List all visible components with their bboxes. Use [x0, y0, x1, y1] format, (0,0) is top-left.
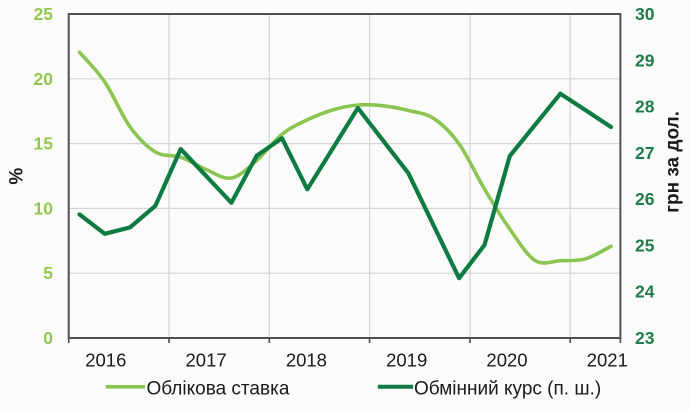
svg-text:15: 15 — [34, 134, 54, 154]
svg-text:25: 25 — [34, 4, 54, 24]
svg-text:%: % — [6, 168, 27, 185]
svg-text:29: 29 — [635, 50, 655, 70]
svg-text:28: 28 — [635, 97, 655, 117]
svg-text:5: 5 — [43, 263, 53, 283]
svg-text:10: 10 — [34, 198, 54, 218]
svg-text:20: 20 — [34, 69, 54, 89]
svg-text:27: 27 — [635, 143, 654, 163]
svg-text:2020: 2020 — [486, 350, 527, 371]
svg-text:25: 25 — [635, 235, 655, 255]
svg-text:Облікова ставка: Облікова ставка — [147, 378, 290, 399]
svg-text:24: 24 — [635, 282, 655, 302]
svg-text:2016: 2016 — [85, 350, 126, 371]
svg-text:23: 23 — [635, 328, 655, 348]
svg-text:2021: 2021 — [587, 350, 628, 371]
svg-text:Обмінний курс (п. ш.): Обмінний курс (п. ш.) — [414, 378, 601, 399]
svg-text:грн за дол.: грн за дол. — [662, 111, 683, 213]
svg-text:2019: 2019 — [386, 350, 427, 371]
svg-text:2017: 2017 — [186, 350, 227, 371]
svg-text:30: 30 — [635, 4, 655, 24]
svg-text:0: 0 — [43, 328, 53, 348]
svg-text:26: 26 — [635, 189, 655, 209]
svg-text:2018: 2018 — [286, 350, 327, 371]
